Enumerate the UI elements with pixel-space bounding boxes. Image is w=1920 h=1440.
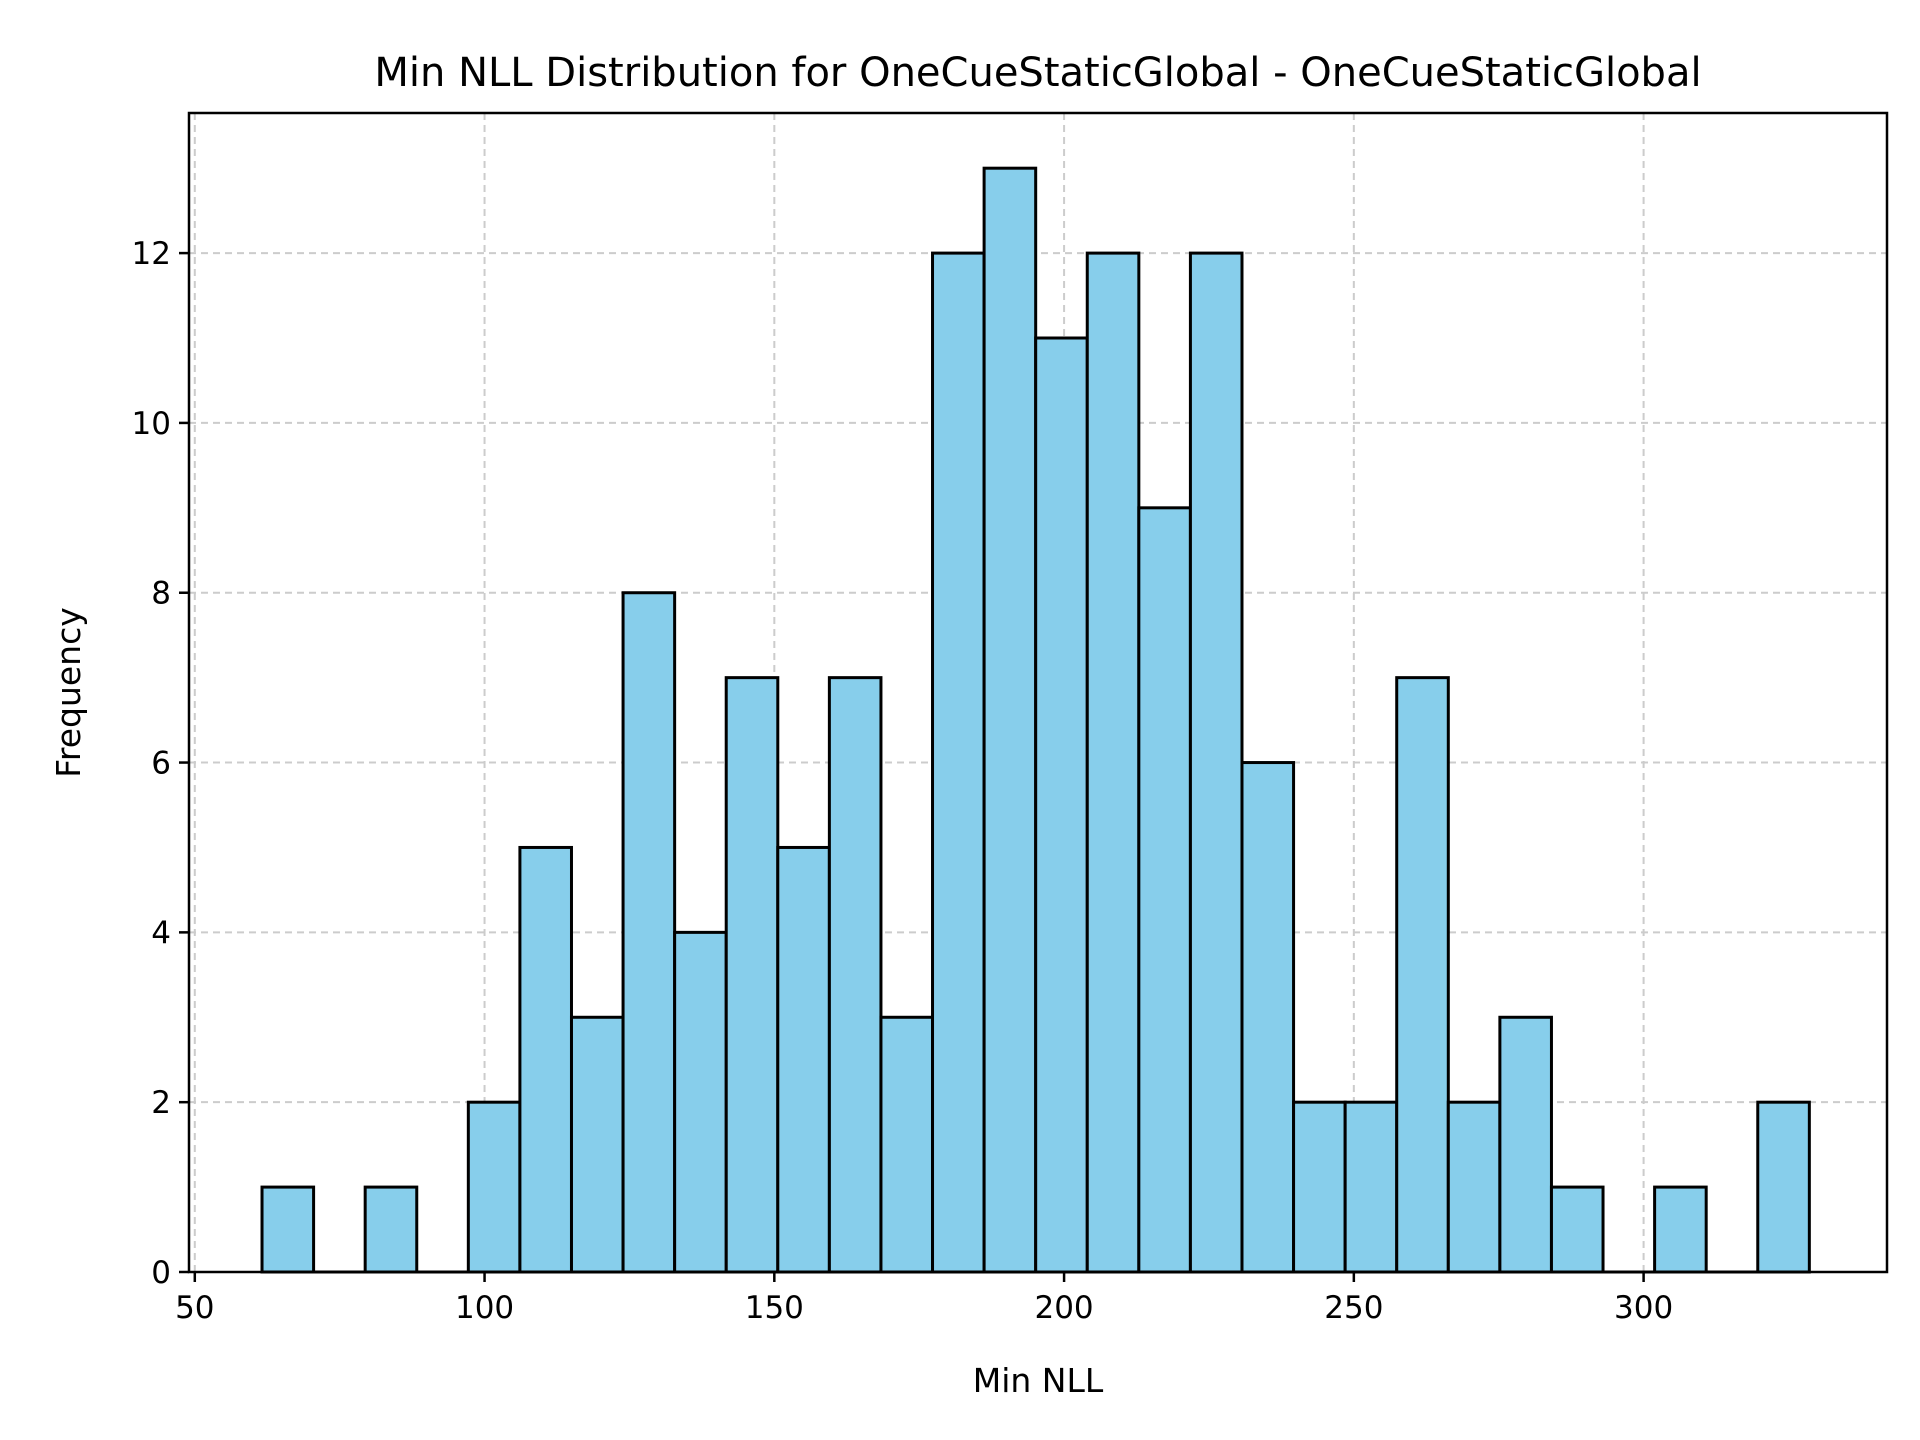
histogram-bar (982, 166, 1038, 1274)
x-tick-label: 250 (1324, 1290, 1383, 1326)
histogram-bar (931, 251, 986, 1274)
x-tick-label: 50 (175, 1290, 214, 1326)
histogram-bar (260, 1185, 316, 1274)
y-tick-label: 8 (151, 576, 171, 612)
histogram-bar (1137, 506, 1192, 1274)
y-tick-label: 12 (132, 236, 171, 272)
histogram-bar (1240, 761, 1296, 1274)
y-tick-label: 4 (151, 915, 171, 951)
y-axis-label: Frequency (49, 607, 88, 777)
histogram-bar (879, 1015, 935, 1274)
histogram-bar (827, 676, 883, 1274)
histogram-bar (673, 930, 728, 1274)
histogram-bar (518, 845, 573, 1274)
histogram-bar (1395, 676, 1450, 1274)
histogram-bar (1498, 1015, 1553, 1274)
histogram-bar (1343, 1100, 1399, 1274)
y-tick-label: 0 (151, 1255, 171, 1291)
histogram-bar (1549, 1185, 1605, 1274)
x-tick-label: 100 (455, 1290, 514, 1326)
axes: 50 100 150 200 250 300 0 2 4 6 8 10 12 (132, 111, 1889, 1326)
x-axis-label: Min NLL (973, 1361, 1104, 1400)
histogram-bar (776, 845, 831, 1274)
x-tick-label: 300 (1614, 1290, 1673, 1326)
y-tick-label: 2 (151, 1085, 171, 1121)
histogram-bar (363, 1185, 419, 1274)
histogram-bar (1034, 336, 1089, 1274)
histogram-bar (569, 1015, 625, 1274)
plot-frame (187, 111, 1889, 1274)
histogram-bar (1292, 1100, 1347, 1274)
histogram-bar (466, 1100, 522, 1274)
histogram-bar (621, 591, 677, 1274)
y-tick-label: 6 (151, 746, 171, 782)
histogram-bar (1756, 1100, 1811, 1274)
histogram-bar (1446, 1100, 1502, 1274)
x-tick-label: 150 (745, 1290, 804, 1326)
histogram-bar (724, 676, 780, 1274)
chart-title: Min NLL Distribution for OneCueStaticGlo… (374, 50, 1701, 96)
y-tick-label: 10 (132, 406, 171, 442)
histogram-bar (1188, 251, 1244, 1274)
histogram-bar (1085, 251, 1141, 1274)
histogram-bar (1653, 1185, 1708, 1274)
x-tick-label: 200 (1034, 1290, 1093, 1326)
histogram-bars (260, 166, 1811, 1274)
